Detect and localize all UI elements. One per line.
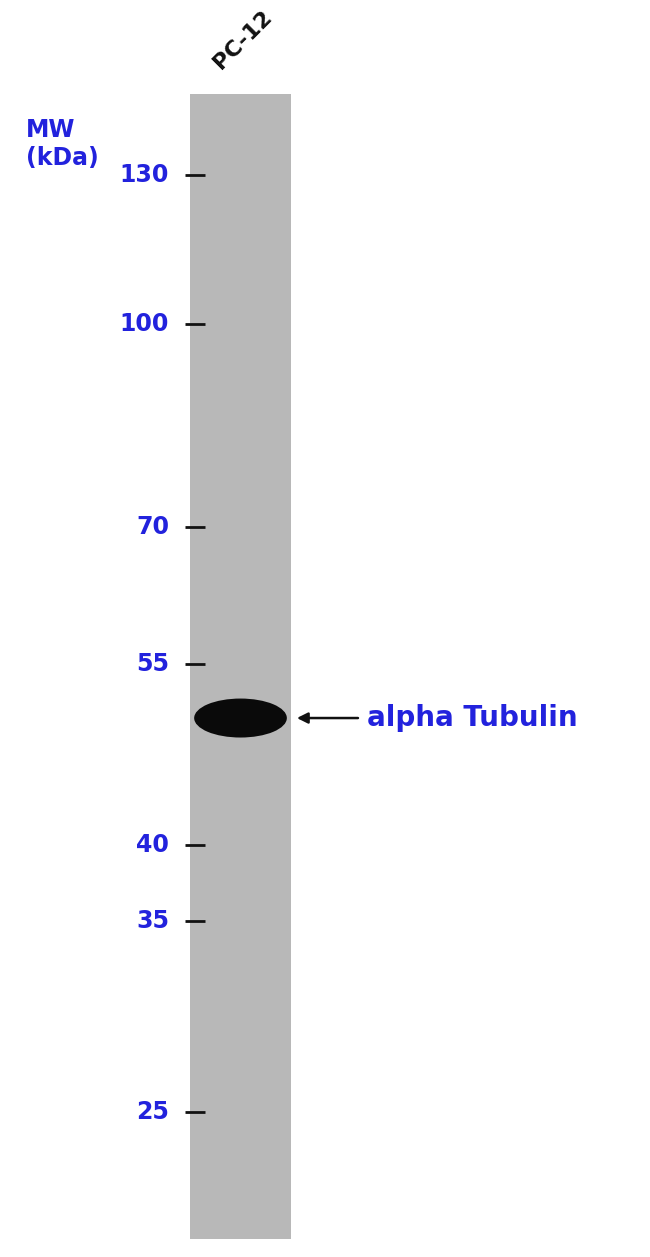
Text: 130: 130 [120,163,169,187]
Text: 40: 40 [136,833,169,857]
Text: PC-12: PC-12 [210,8,276,73]
Text: 100: 100 [120,312,169,336]
Text: alpha Tubulin: alpha Tubulin [367,704,578,732]
Text: 70: 70 [136,515,169,539]
Text: MW
(kDa): MW (kDa) [26,118,99,170]
Text: 35: 35 [136,909,169,933]
Text: 55: 55 [136,652,169,676]
Ellipse shape [194,699,287,738]
Bar [190,94,291,1238]
Text: 25: 25 [136,1100,169,1124]
